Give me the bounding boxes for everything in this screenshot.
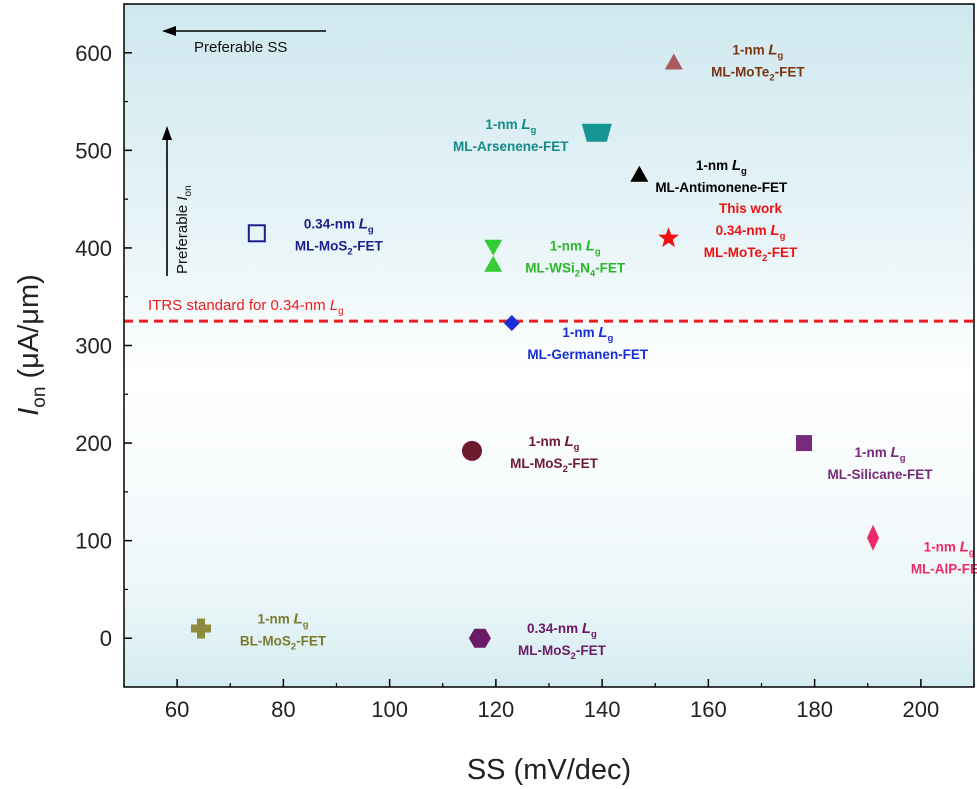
- x-axis-title: SS (mV/dec): [467, 754, 631, 786]
- point-bl-mos2: 1-nm Lg BL-MoS2-FET: [191, 610, 327, 652]
- wsi2n4-label-l1: 1-nm Lg: [550, 238, 601, 258]
- y-tick-label: 200: [75, 431, 112, 456]
- germanene-marker: [503, 315, 520, 332]
- antimonene-label-l2: ML-Antimonene-FET: [655, 180, 788, 195]
- this-work-marker: [658, 227, 679, 248]
- mos2-034-open-label-l1: 0.34-nm Lg: [304, 215, 374, 235]
- x-tick-label: 60: [165, 697, 189, 722]
- arsenene-marker: [581, 123, 612, 142]
- point-this-work: This work 0.34-nm Lg ML-MoTe2-FET: [658, 201, 798, 264]
- preferable-ss-arrowhead: [162, 26, 176, 36]
- point-mos2-1nm: 1-nm Lg ML-MoS2-FET: [461, 433, 599, 475]
- alp-label-l2: ML-AlP-FET: [911, 562, 977, 577]
- mos2-034-hex-marker: [468, 628, 491, 648]
- mote2-1nm-marker: [664, 53, 683, 70]
- alp-label-l1: 1-nm Lg: [924, 539, 975, 559]
- x-tick-label: 100: [371, 697, 408, 722]
- point-wsi2n4: 1-nm Lg ML-WSi2N4-FET: [484, 238, 626, 280]
- x-tick-label: 200: [903, 697, 940, 722]
- reference-line-group: ITRS standard for 0.34-nm Lg: [124, 297, 974, 323]
- x-tick-label: 180: [796, 697, 833, 722]
- point-antimonene: 1-nm Lg ML-Antimonene-FET: [630, 157, 788, 195]
- plot-area: [124, 4, 974, 687]
- point-silicane: 1-nm Lg ML-Silicane-FET: [796, 435, 933, 482]
- germanene-label-l2: ML-Germanen-FET: [527, 347, 649, 362]
- mos2-034-open-marker: [247, 224, 266, 243]
- point-germanene: 1-nm Lg ML-Germanen-FET: [503, 315, 649, 362]
- point-arsenene: 1-nm Lg ML-Arsenene-FET: [453, 116, 612, 154]
- y-axis: 0 100 200 300 400 500 600: [75, 3, 132, 651]
- x-tick-label: 80: [271, 697, 295, 722]
- x-axis: 60 80 100 120 140 160 180 200: [123, 679, 975, 722]
- wsi2n4-marker: [484, 239, 503, 272]
- y-tick-label: 500: [75, 138, 112, 163]
- germanene-label-l1: 1-nm Lg: [562, 324, 613, 344]
- y-tick-label: 400: [75, 236, 112, 261]
- y-tick-label: 0: [100, 626, 112, 651]
- x-tick-label: 140: [584, 697, 621, 722]
- this-work-label-l1: 0.34-nm Lg: [716, 222, 786, 242]
- y-tick-label: 100: [75, 529, 112, 554]
- arsenene-label-l2: ML-Arsenene-FET: [453, 139, 569, 154]
- preferable-ion-label: Preferable Ion: [174, 185, 194, 274]
- point-mote2-1nm: 1-nm Lg ML-MoTe2-FET: [664, 42, 805, 84]
- silicane-marker: [796, 435, 812, 452]
- y-tick-label: 600: [75, 41, 112, 66]
- antimonene-label-l1: 1-nm Lg: [696, 157, 747, 177]
- bl-mos2-label-l1: 1-nm Lg: [258, 610, 309, 630]
- preferable-ion-arrowhead: [162, 126, 172, 140]
- y-axis-title: Ion (μA/μm): [13, 274, 50, 416]
- arsenene-label-l1: 1-nm Lg: [485, 116, 536, 136]
- x-tick-label: 120: [478, 697, 515, 722]
- bl-mos2-marker: [191, 618, 212, 639]
- mote2-1nm-label-l1: 1-nm Lg: [732, 42, 783, 62]
- alp-marker: [867, 524, 880, 551]
- point-alp: 1-nm Lg ML-AlP-FET: [867, 524, 977, 577]
- silicane-label-l1: 1-nm Lg: [855, 444, 906, 464]
- mos2-1nm-marker: [461, 440, 482, 461]
- y-tick-label: 300: [75, 334, 112, 359]
- silicane-label-l2: ML-Silicane-FET: [827, 467, 933, 482]
- this-work-label-l2: ML-MoTe2-FET: [704, 245, 798, 264]
- mote2-1nm-label-l2: ML-MoTe2-FET: [711, 65, 805, 84]
- mos2-1nm-label-l2: ML-MoS2-FET: [510, 456, 599, 475]
- mos2-034-open-label-l2: ML-MoS2-FET: [295, 238, 384, 257]
- mos2-034-hex-label-l2: ML-MoS2-FET: [518, 643, 607, 662]
- itrs-reference-label: ITRS standard for 0.34-nm Lg: [148, 297, 344, 317]
- data-points: 1-nm Lg ML-MoTe2-FET 1-nm Lg ML-Arsenene-FE…: [191, 42, 977, 662]
- point-mos2-034-hex: 0.34-nm Lg ML-MoS2-FET: [468, 620, 607, 662]
- mos2-034-hex-label-l1: 0.34-nm Lg: [527, 620, 597, 640]
- annotations: Preferable SS Preferable Ion: [162, 26, 326, 276]
- x-tick-label: 160: [690, 697, 727, 722]
- point-mos2-034-open: 0.34-nm Lg ML-MoS2-FET: [247, 215, 384, 257]
- this-work-label-l0: This work: [719, 201, 783, 216]
- mos2-1nm-label-l1: 1-nm Lg: [528, 433, 579, 453]
- wsi2n4-label-l2: ML-WSi2N4-FET: [525, 261, 626, 280]
- antimonene-marker: [630, 165, 649, 182]
- preferable-ss-label: Preferable SS: [194, 39, 287, 56]
- bl-mos2-label-l2: BL-MoS2-FET: [240, 633, 327, 652]
